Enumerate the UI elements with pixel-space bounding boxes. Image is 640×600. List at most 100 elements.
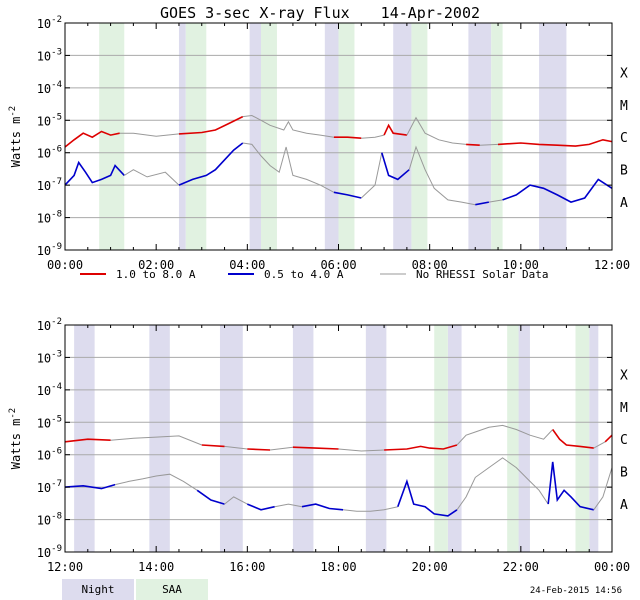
long-channel-segment [466,143,480,146]
y-tick-exponent: -3 [51,349,62,359]
legend-label: No RHESSI Solar Data [416,268,548,281]
saa-band [507,325,519,552]
x-tick-label: 04:00 [229,258,265,272]
y-tick-label: 10-6 [37,447,62,463]
long-channel-no-rhessi-segment [456,424,554,446]
short-channel-segment [301,503,344,511]
night-band [178,23,186,250]
y-axis-label-exponent: -2 [8,408,18,419]
long-channel-no-rhessi-segment [406,116,467,145]
y-tick-label: 10-5 [37,112,62,128]
long-channel-no-rhessi-segment [338,448,385,452]
night-band [74,325,95,552]
y-tick-label: 10-2 [37,15,62,31]
flare-class-label: X [620,66,628,81]
x-tick-label: 02:00 [138,258,174,272]
flare-class-label: C [620,131,628,146]
x-tick-label: 10:00 [503,258,539,272]
short-channel-segment [547,461,594,511]
short-channel-no-rhessi-segment [114,473,198,491]
short-channel-no-rhessi-segment [274,503,303,508]
y-tick-base: 10 [37,514,51,528]
saa-band [99,23,125,250]
legend-label: 0.5 to 4.0 A [264,268,344,281]
y-axis-label-text: Watts m [9,117,23,168]
saa-band [434,325,448,552]
panel-bottom: 10-210-310-410-510-610-710-810-9 12:00 14… [8,317,630,574]
flare-class-label: C [620,433,628,448]
y-tick-base: 10 [37,416,51,430]
long-channel-segment [64,130,120,148]
short-channel-no-rhessi-segment [408,145,476,206]
y-tick-label: 10-9 [37,242,62,258]
x-tick-label: 00:00 [594,560,630,574]
y-tick-label: 10-3 [37,47,62,63]
panel-bottom-shading [74,325,599,552]
panel-top-y-ticks: 10-210-310-410-510-610-710-810-9 [37,15,612,258]
short-channel-segment [178,142,244,186]
long-channel-no-rhessi-segment [593,441,606,449]
short-channel-no-rhessi-segment [124,169,180,186]
panel-top-shading [99,23,567,250]
y-tick-base: 10 [37,179,51,193]
night-band [149,325,170,552]
y-tick-base: 10 [37,244,51,258]
night-band [292,325,314,552]
long-channel-no-rhessi-segment [242,114,334,138]
long-channel-no-rhessi-segment [119,132,180,137]
chart-title-date: 14-Apr-2002 [381,4,480,22]
short-channel-segment [64,483,116,490]
panel-bottom-x-ticks: 12:00 14:00 16:00 18:00 20:00 22:00 00:00 [47,325,630,574]
y-tick-label: 10-2 [37,317,62,333]
long-channel-segment [64,438,111,443]
panel-top-flare-classes: X M C B A [620,66,628,211]
long-channel-segment [201,444,225,448]
panel-bottom-frame [64,324,613,553]
x-tick-label: 22:00 [503,560,539,574]
flare-class-label: A [620,498,628,513]
panel-bottom-y-ticks: 10-210-310-410-510-610-710-810-9 [37,317,612,560]
shade-legend-label: Night [81,583,114,596]
chart-title-main: GOES 3-sec X-ray Flux [160,4,350,22]
night-band [589,325,599,552]
x-tick-label: 08:00 [412,258,448,272]
short-channel-segment [246,503,275,511]
y-tick-label: 10-7 [37,177,62,193]
long-channel-segment [384,444,458,451]
long-channel-segment [292,446,339,450]
panel-top: 10-210-310-410-510-610-710-810-9 00:00 02… [8,15,630,272]
shade-legend: Night SAA [62,579,208,600]
y-tick-exponent: -9 [51,544,62,554]
y-tick-base: 10 [37,114,51,128]
y-tick-base: 10 [37,82,51,96]
y-tick-exponent: -2 [51,15,62,25]
y-tick-base: 10 [37,147,51,161]
y-tick-label: 10-6 [37,145,62,161]
chart-title: GOES 3-sec X-ray Flux 14-Apr-2002 [160,4,480,22]
short-channel-segment [64,160,125,186]
y-tick-exponent: -3 [51,47,62,57]
long-channel-no-rhessi-segment [224,445,248,450]
y-tick-base: 10 [37,384,51,398]
y-tick-label: 10-5 [37,414,62,430]
long-channel-no-rhessi-segment [479,143,499,146]
x-tick-label: 12:00 [47,560,83,574]
short-channel-no-rhessi-segment [488,199,503,203]
y-tick-label: 10-4 [37,80,62,96]
legend-label: 1.0 to 8.0 A [116,268,196,281]
short-channel-segment [381,152,410,181]
flare-class-label: B [620,466,628,481]
short-channel-no-rhessi-segment [343,506,398,512]
y-tick-exponent: -5 [51,112,62,122]
x-tick-label: 14:00 [138,560,174,574]
long-channel-no-rhessi-segment [361,134,385,139]
short-channel-no-rhessi-segment [456,457,549,511]
long-channel-no-rhessi-segment [270,446,293,451]
y-tick-label: 10-7 [37,479,62,495]
panel-top-series [64,114,613,206]
x-tick-label: 00:00 [47,258,83,272]
saa-band [411,23,428,250]
panel-top-x-ticks: 00:00 02:00 04:00 06:00 08:00 10:00 12:00 [47,23,630,272]
y-tick-base: 10 [37,351,51,365]
